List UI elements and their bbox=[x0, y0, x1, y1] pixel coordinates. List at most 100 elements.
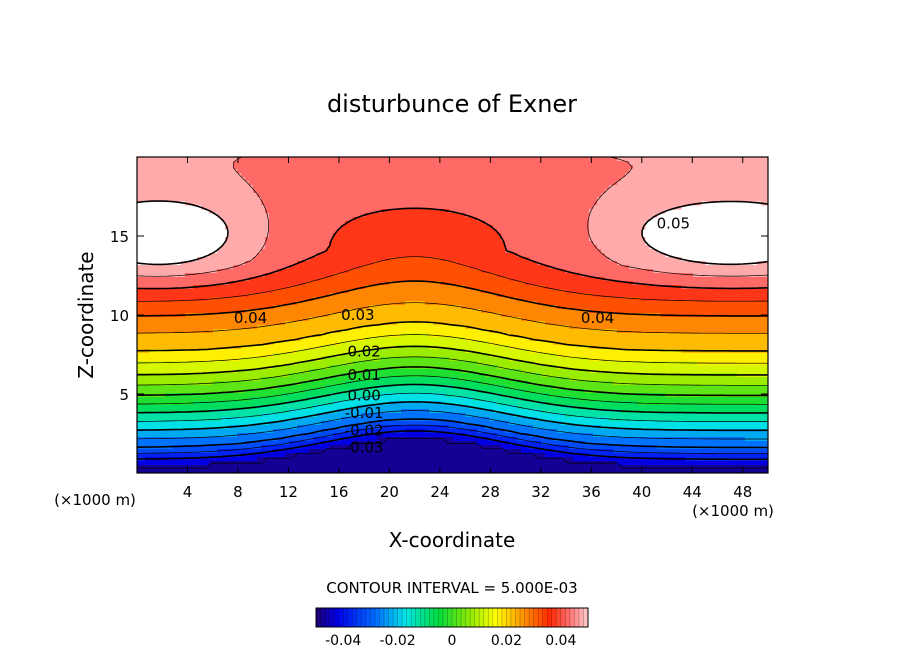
contour-cell bbox=[137, 269, 142, 274]
contour-cell bbox=[413, 173, 418, 178]
contour-cell bbox=[545, 241, 550, 246]
contour-cell bbox=[321, 237, 326, 242]
contour-cell bbox=[533, 233, 538, 238]
contour-cell bbox=[433, 269, 438, 274]
contour-cell bbox=[581, 237, 586, 242]
contour-cell bbox=[457, 237, 462, 242]
contour-cell bbox=[257, 205, 262, 210]
contour-cell bbox=[417, 241, 422, 246]
contour-cell bbox=[409, 289, 414, 294]
contour-cell bbox=[637, 293, 642, 298]
contour-cell bbox=[585, 177, 590, 182]
contour-cell bbox=[265, 181, 270, 186]
contour-cell bbox=[765, 165, 770, 170]
contour-cell bbox=[553, 281, 558, 286]
contour-cell bbox=[445, 217, 450, 222]
contour-cell bbox=[449, 273, 454, 278]
contour-cell bbox=[333, 189, 338, 194]
contour-cell bbox=[365, 205, 370, 210]
contour-cell bbox=[481, 197, 486, 202]
contour-cell bbox=[569, 237, 574, 242]
contour-cell bbox=[533, 221, 538, 226]
contour-cell bbox=[509, 217, 514, 222]
contour-cell bbox=[185, 269, 190, 274]
contour-cell bbox=[581, 205, 586, 210]
contour-cell bbox=[597, 217, 602, 222]
contour-cell bbox=[513, 233, 518, 238]
contour-cell bbox=[525, 253, 530, 258]
contour-cell bbox=[633, 209, 638, 214]
contour-cell bbox=[573, 177, 578, 182]
contour-cell bbox=[357, 233, 362, 238]
contour-cell bbox=[241, 189, 246, 194]
contour-cell bbox=[425, 269, 430, 274]
contour-cell bbox=[425, 181, 430, 186]
contour-cell bbox=[369, 253, 374, 258]
contour-cell bbox=[645, 249, 650, 254]
contour-cell bbox=[373, 237, 378, 242]
contour-cell bbox=[437, 245, 442, 250]
contour-cell bbox=[641, 173, 646, 178]
contour-cell bbox=[357, 177, 362, 182]
contour-cell bbox=[405, 201, 410, 206]
contour-cell bbox=[169, 293, 174, 298]
contour-cell bbox=[165, 273, 170, 278]
contour-cell bbox=[637, 277, 642, 282]
contour-cell bbox=[177, 281, 182, 286]
contour-cell bbox=[761, 281, 766, 286]
contour-cell bbox=[673, 293, 678, 298]
contour-cell bbox=[209, 293, 214, 298]
contour-cell bbox=[333, 185, 338, 190]
contour-cell bbox=[533, 253, 538, 258]
contour-cell bbox=[601, 225, 606, 230]
contour-cell bbox=[637, 209, 642, 214]
contour-cell bbox=[645, 209, 650, 214]
contour-cell bbox=[481, 245, 486, 250]
contour-cell bbox=[373, 269, 378, 274]
contour-cell bbox=[141, 161, 146, 166]
contour-cell bbox=[173, 197, 178, 202]
contour-cell bbox=[685, 189, 690, 194]
contour-cell bbox=[481, 233, 486, 238]
contour-cell bbox=[273, 173, 278, 178]
contour-cell bbox=[309, 285, 314, 290]
contour-cell bbox=[233, 201, 238, 206]
contour-cell bbox=[373, 205, 378, 210]
contour-cell bbox=[201, 289, 206, 294]
contour-cell bbox=[285, 169, 290, 174]
contour-cell bbox=[569, 201, 574, 206]
contour-cell bbox=[241, 165, 246, 170]
contour-cell bbox=[733, 277, 738, 282]
contour-cell bbox=[741, 277, 746, 282]
contour-cell bbox=[285, 293, 290, 298]
contour-cell bbox=[521, 177, 526, 182]
contour-cell bbox=[497, 265, 502, 270]
contour-cell bbox=[733, 185, 738, 190]
contour-cell bbox=[749, 165, 754, 170]
contour-cell bbox=[661, 277, 666, 282]
contour-cell bbox=[609, 245, 614, 250]
contour-cell bbox=[625, 245, 630, 250]
contour-cell bbox=[405, 169, 410, 174]
contour-cell bbox=[297, 277, 302, 282]
contour-cell bbox=[497, 181, 502, 186]
contour-cell bbox=[201, 169, 206, 174]
contour-cell bbox=[333, 217, 338, 222]
contour-cell bbox=[269, 161, 274, 166]
contour-cell bbox=[697, 157, 702, 162]
contour-cell bbox=[229, 241, 234, 246]
contour-cell bbox=[517, 229, 522, 234]
contour-cell bbox=[553, 189, 558, 194]
contour-cell bbox=[277, 165, 282, 170]
contour-cell bbox=[345, 249, 350, 254]
contour-cell bbox=[245, 289, 250, 294]
contour-cell bbox=[501, 157, 506, 162]
contour-cell bbox=[425, 293, 430, 298]
contour-cell bbox=[569, 253, 574, 258]
contour-cell bbox=[641, 189, 646, 194]
contour-cell bbox=[561, 265, 566, 270]
contour-cell bbox=[409, 293, 414, 298]
contour-cell bbox=[453, 249, 458, 254]
contour-cell bbox=[693, 277, 698, 282]
contour-cell bbox=[521, 265, 526, 270]
